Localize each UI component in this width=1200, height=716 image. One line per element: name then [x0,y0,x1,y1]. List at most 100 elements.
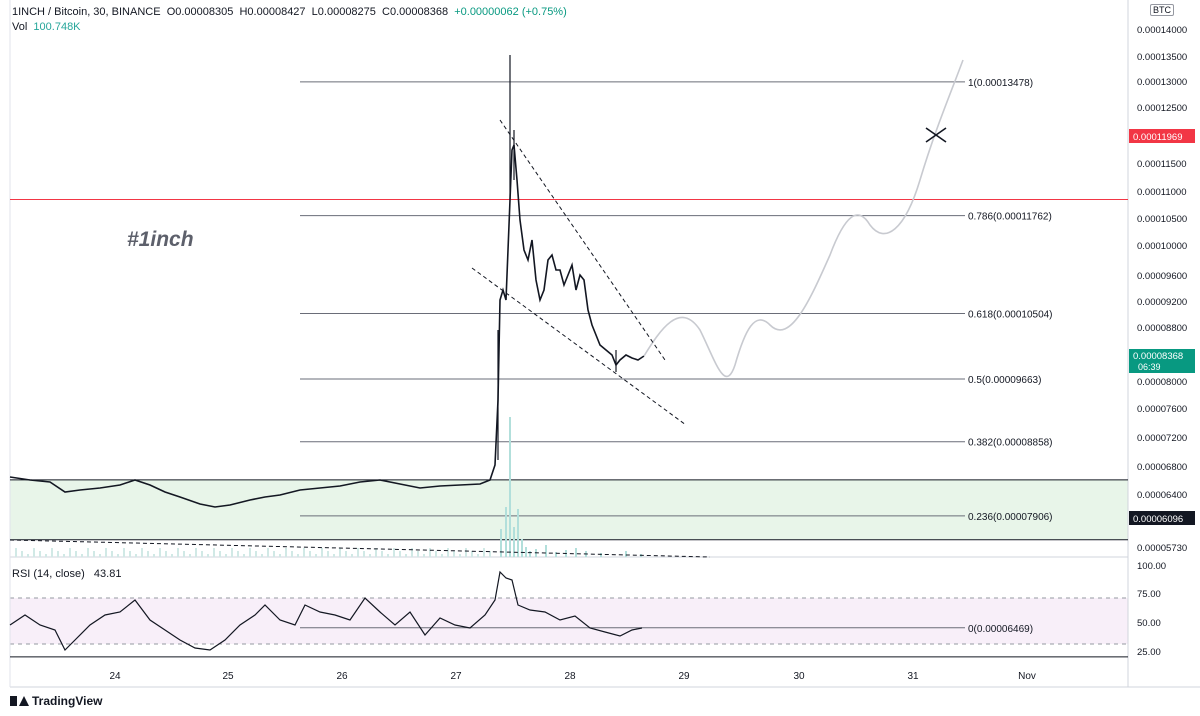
volume-bar [123,548,125,557]
last-price-tag [1129,349,1195,373]
volume-bar [51,548,53,557]
rsi-line [9,570,643,652]
volume-bar [509,417,511,557]
rsi-band [10,598,1128,644]
change-value: +0.00000062 (+0.75%) [454,6,567,18]
support-price-label: 0.00006096 [1133,514,1183,525]
volume-bar [555,552,557,557]
volume-bar [529,551,531,557]
symbol-title[interactable]: 1INCH / Bitcoin, 30, BINANCE [12,6,161,18]
rsi-tick: 75.00 [1137,589,1161,600]
price-tick: 0.00013500 [1137,52,1187,63]
time-tick: 31 [907,671,919,682]
currency-badge[interactable]: BTC [1150,4,1174,16]
chart-watermark: #1inch [127,228,194,251]
volume-bar [339,548,341,557]
volume-bar [105,548,107,557]
volume-bar [625,551,627,557]
volume-bar [489,551,491,557]
volume-bar [231,548,233,557]
volume-bar [87,548,89,557]
volume-bar [429,548,431,557]
time-tick: 26 [336,671,348,682]
volume-bar [321,548,323,557]
volume-bar [351,554,353,557]
volume-bar [111,551,113,557]
time-tick: 24 [109,671,121,682]
volume-bar [381,551,383,557]
volume-bar [459,554,461,557]
resistance-price-tag [1129,129,1195,143]
open-value: O0.00008305 [166,6,234,18]
price-tick: 0.00009200 [1137,297,1187,308]
countdown-label: 06:39 [1138,362,1161,372]
price-tick: 0.00005730 [1137,543,1187,554]
volume-bar [81,554,83,557]
volume-bar [303,548,305,557]
tradingview-logo[interactable]: TradingView [10,694,102,708]
volume-bar [291,551,293,557]
volume-bar [453,551,455,557]
volume-bar [63,554,65,557]
volume-bar [33,548,35,557]
volume-bar [57,551,59,557]
volume-bar [45,554,47,557]
volume-bar [93,551,95,557]
volume-value: 100.748K [33,21,81,33]
volume-bar [500,529,502,557]
time-tick: 25 [222,671,234,682]
time-tick: 30 [793,671,805,682]
fib-label-0-236: 0.236(0.00007906) [968,512,1053,523]
support-price-tag [1129,511,1195,525]
volume-bar [255,551,257,557]
fib-label-0-786: 0.786(0.00011762) [968,212,1052,223]
high-value: H0.00008427 [239,6,306,18]
volume-bar [411,548,413,557]
price-tick: 0.00012500 [1137,103,1187,114]
volume-bar [243,554,245,557]
price-series [9,144,645,508]
volume-bar [261,554,263,557]
volume-bar [39,551,41,557]
volume-bar [505,507,507,557]
volume-bar [273,551,275,557]
volume-bar [153,554,155,557]
last-price-label: 0.00008368 [1133,351,1183,362]
volume-bar [525,547,527,557]
volume-bar [141,548,143,557]
wedge-upper-line [499,119,666,361]
price-tick: 0.00007600 [1137,404,1187,415]
volume-bar [513,527,515,557]
volume-bar [135,554,137,557]
volume-bar [471,551,473,557]
volume-bar [177,548,179,557]
volume-bar [387,554,389,557]
volume-legend[interactable]: Vol 100.748K [12,21,81,33]
volume-bar [69,548,71,557]
time-tick: 28 [564,671,576,682]
volume-bar [600,553,602,557]
close-value: C0.00008368 [382,6,449,18]
price-tick: 0.00007200 [1137,433,1187,444]
fib-label-1: 1(0.00013478) [968,78,1033,89]
fib-label-0-382: 0.382(0.00008858) [968,438,1053,449]
price-tick: 0.00009600 [1137,271,1187,282]
volume-bar [117,554,119,557]
volume-bar [27,554,29,557]
price-tick: 0.00013000 [1137,77,1187,88]
volume-bar [249,548,251,557]
volume-bar [99,554,101,557]
volume-bar [423,554,425,557]
volume-bar [189,554,191,557]
price-tick: 0.00011000 [1137,187,1187,198]
volume-bar [333,554,335,557]
volume-bar [327,551,329,557]
volume-bar [225,554,227,557]
volume-bar [393,548,395,557]
rsi-tick: 100.00 [1137,561,1166,572]
rsi-legend[interactable]: RSI (14, close) 43.81 [12,568,121,580]
fib-label-0: 0(0.00006469) [968,624,1033,635]
volume-bar [447,548,449,557]
wedge-lower-line [471,267,687,426]
